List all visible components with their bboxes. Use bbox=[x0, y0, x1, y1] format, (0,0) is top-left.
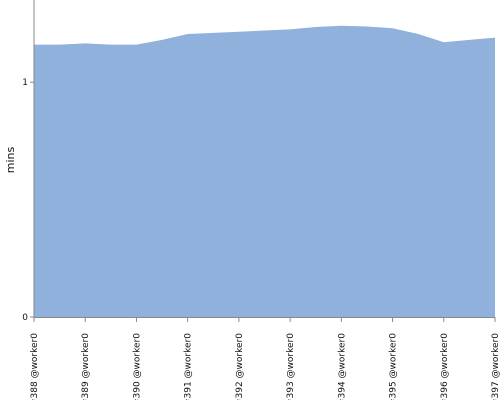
x-tick-label: #393 @worker0 bbox=[286, 333, 296, 400]
x-ticks: #388 @worker0 #389 @worker0 #390 @worker0 #… bbox=[30, 317, 500, 404]
x-tick-label: #397 @worker0 bbox=[491, 333, 500, 400]
x-tick-label: #389 @worker0 bbox=[81, 333, 91, 400]
x-tick-label: #392 @worker0 bbox=[235, 333, 245, 400]
y-tick-label: 0 bbox=[22, 313, 28, 323]
area-series-0 bbox=[34, 25, 495, 318]
x-tick-label: #391 @worker0 bbox=[184, 333, 194, 400]
x-tick-label: #396 @worker0 bbox=[440, 333, 450, 400]
axis-layer bbox=[33, 0, 495, 318]
y-axis-label: mins bbox=[4, 146, 17, 173]
y-ticks: 01 bbox=[22, 78, 34, 323]
y-tick-label: 1 bbox=[22, 78, 28, 88]
x-tick-label: #390 @worker0 bbox=[132, 333, 142, 400]
x-tick-label: #388 @worker0 bbox=[30, 333, 40, 400]
x-tick-label: #395 @worker0 bbox=[389, 333, 399, 400]
area-layer bbox=[34, 25, 495, 318]
x-tick-label: #394 @worker0 bbox=[337, 333, 347, 400]
